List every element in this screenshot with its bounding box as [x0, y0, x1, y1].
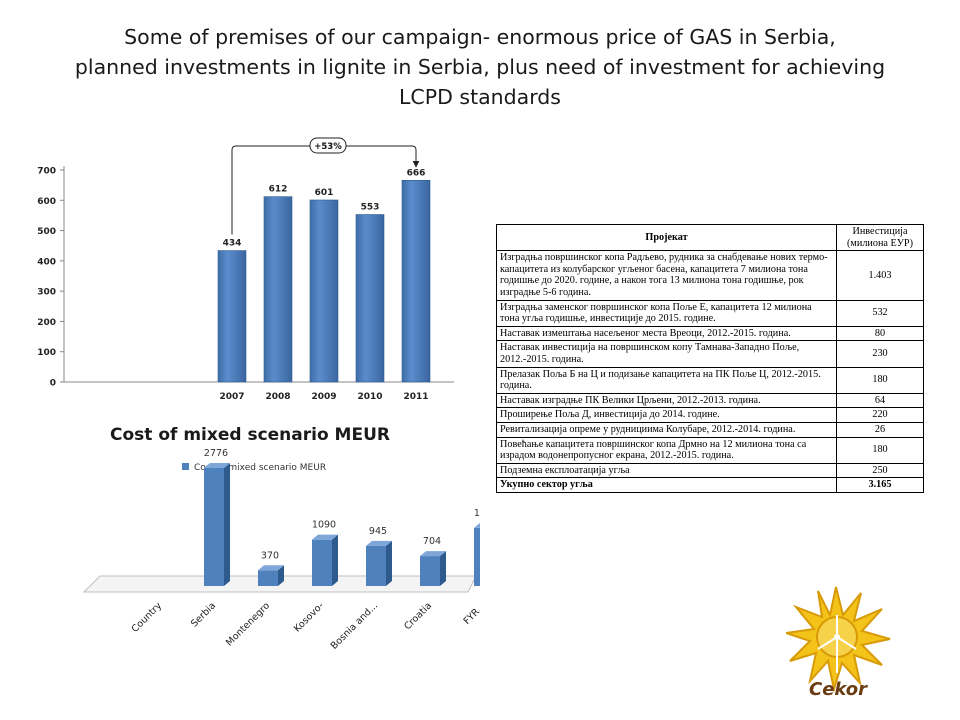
- x-tick-label: Kosovo-: [292, 600, 326, 634]
- bar: [217, 250, 247, 383]
- bar: [312, 534, 338, 586]
- project-cell: Наставак изградње ПК Велики Црљени, 2012…: [496, 392, 837, 409]
- table-total-row: Укупно сектор угља 3.165: [496, 477, 924, 493]
- table-row: Повећање капацитета површинског копа Дрм…: [496, 436, 924, 464]
- table-header-row: Пројекат Инвестиција (милиона ЕУР): [496, 223, 924, 252]
- sun-wind-turbine-icon: [786, 586, 891, 693]
- bar-value-label: 1367: [474, 508, 480, 519]
- investment-cell: 180: [836, 366, 924, 394]
- investment-cell: 250: [836, 462, 924, 479]
- bar: [401, 179, 431, 383]
- y-tick-label: 600: [37, 197, 56, 207]
- investment-column-header: Инвестиција (милиона ЕУР): [836, 223, 924, 252]
- x-tick-label: FYR...: [462, 600, 480, 627]
- y-tick-label: 300: [37, 288, 56, 298]
- x-tick-label: Bosnia and...: [329, 600, 380, 651]
- slide-title: Some of premises of our campaign- enormo…: [40, 22, 920, 112]
- chart-legend: Cost of mixed scenario MEUR: [182, 463, 326, 473]
- bar: [204, 463, 230, 586]
- logo-text: Cekor: [809, 679, 868, 700]
- title-line: planned investments in lignite in Serbia…: [74, 55, 886, 79]
- bar: [474, 522, 480, 586]
- investment-cell: 26: [836, 421, 924, 438]
- gas-price-chart: 0 100 200 300 400 500 600 700 434 612 601 553 666 2…: [37, 137, 454, 402]
- bar: [355, 214, 385, 383]
- project-cell: Подземна експлоатација угља: [496, 462, 837, 479]
- table-row: Наставак инвестиција на површинском копу…: [496, 340, 924, 368]
- table-row: Проширење Поља Д, инвестиција до 2014. г…: [496, 407, 924, 423]
- bar-value-label: 2776: [204, 448, 228, 459]
- investment-cell: 532: [836, 299, 924, 327]
- investment-cell: 180: [836, 436, 924, 464]
- table-row: Изградња површинског копа Радљево, рудни…: [496, 250, 924, 301]
- bar-value-label: 612: [269, 185, 288, 195]
- x-tick-label: Country: [130, 600, 165, 635]
- project-cell: Ревитализација опреме у руднициима Колуб…: [496, 421, 837, 438]
- investment-cell: 64: [836, 392, 924, 409]
- project-cell: Изградња заменског површинског копа Поље…: [496, 299, 837, 327]
- title-line: Some of premises of our campaign- enormo…: [124, 25, 836, 49]
- cekor-logo: Cekor: [786, 586, 891, 700]
- table-row: Подземна експлоатација угља 250: [496, 462, 924, 479]
- legend-swatch: [182, 463, 189, 470]
- bar: [258, 565, 284, 586]
- x-tick-label: 2007: [219, 392, 244, 402]
- bar-value-label: 945: [369, 526, 387, 537]
- bar: [366, 540, 392, 586]
- x-tick-label: 2011: [403, 392, 428, 402]
- investment-cell: 80: [836, 325, 924, 342]
- table-row: Изградња заменског површинског копа Поље…: [496, 299, 924, 327]
- bar: [263, 196, 293, 383]
- bar-value-label: 1090: [312, 520, 336, 531]
- lignite-investment-table: Пројекат Инвестиција (милиона ЕУР) Изгра…: [496, 223, 924, 493]
- x-tick-label: Montenegro: [224, 600, 272, 648]
- project-cell: Повећање капацитета површинског копа Дрм…: [496, 436, 837, 464]
- y-tick-label: 0: [50, 379, 56, 389]
- project-cell: Прелазак Поља Б на Ц и подизање капаците…: [496, 366, 837, 394]
- y-tick-label: 700: [37, 167, 56, 177]
- project-cell: Наставак измештања насељеног места Вреоц…: [496, 325, 837, 342]
- bar-value-label: 601: [315, 188, 334, 198]
- total-value: 3.165: [836, 477, 924, 493]
- y-tick-label: 500: [37, 227, 56, 237]
- y-tick-label: 200: [37, 318, 56, 328]
- bar: [309, 199, 339, 383]
- table-row: Ревитализација опреме у руднициима Колуб…: [496, 421, 924, 438]
- y-tick-label: 100: [37, 348, 56, 358]
- bar-value-label: 370: [261, 550, 279, 561]
- growth-badge: [309, 137, 347, 154]
- bar-value-label: 666: [407, 168, 426, 178]
- table-row: Наставак измештања насељеног места Вреоц…: [496, 325, 924, 342]
- table-row: Прелазак Поља Б на Ц и подизање капаците…: [496, 366, 924, 394]
- bar-value-label: 553: [361, 203, 380, 213]
- project-cell: Проширење Поља Д, инвестиција до 2014. г…: [496, 407, 837, 423]
- project-cell: Наставак инвестиција на површинском копу…: [496, 340, 837, 368]
- x-tick-label: 2010: [357, 392, 382, 402]
- title-line: LCPD standards: [398, 85, 561, 109]
- y-tick-label: 400: [37, 257, 56, 267]
- legend-label: Cost of mixed scenario MEUR: [194, 463, 326, 473]
- table-row: Наставак изградње ПК Велики Црљени, 2012…: [496, 392, 924, 409]
- bar-value-label: 434: [223, 239, 242, 249]
- total-label: Укупно сектор угља: [496, 477, 837, 493]
- bar: [420, 551, 446, 586]
- project-column-header: Пројекат: [496, 223, 837, 252]
- bar-value-label: 704: [423, 536, 441, 547]
- x-tick-label: 2009: [311, 392, 336, 402]
- investment-cell: 230: [836, 340, 924, 368]
- x-tick-label: 2008: [265, 392, 290, 402]
- investment-cell: 220: [836, 407, 924, 423]
- growth-annotation: +53%: [314, 142, 342, 152]
- chart-title: Cost of mixed scenario MEUR: [110, 425, 390, 445]
- x-tick-label: Serbia: [189, 600, 218, 629]
- investment-cell: 1.403: [836, 250, 924, 301]
- project-cell: Изградња површинског копа Радљево, рудни…: [496, 250, 837, 301]
- x-tick-label: Croatia: [402, 600, 434, 632]
- mixed-scenario-chart: Cost of mixed scenario MEUR Cost of mixe…: [82, 425, 480, 652]
